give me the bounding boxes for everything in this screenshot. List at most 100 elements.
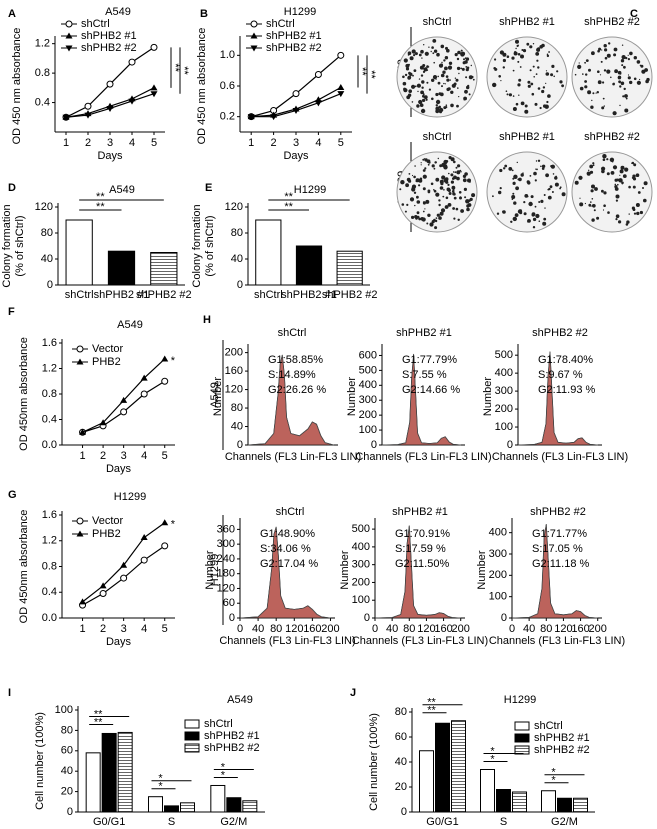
colony [545, 173, 549, 178]
colony [423, 67, 428, 72]
colony [534, 205, 537, 208]
colony [422, 64, 426, 67]
colony [541, 167, 545, 170]
colony [526, 42, 530, 46]
colony [468, 75, 473, 80]
colony [411, 174, 414, 177]
marker [106, 105, 114, 112]
colony [531, 213, 535, 217]
colony [579, 197, 581, 199]
colony [512, 177, 515, 180]
colony [425, 98, 428, 101]
x-tick-label: 1 [79, 623, 85, 635]
bar [451, 720, 466, 813]
y-tick-label: 120 [225, 201, 243, 213]
legend-swatch [184, 719, 200, 729]
x-tick-label: 2 [100, 623, 106, 635]
colony [408, 63, 410, 66]
colony [423, 158, 425, 160]
colony [622, 174, 627, 179]
x-tick-label: 5 [151, 137, 157, 149]
marker [106, 80, 114, 88]
annotation: * [490, 745, 495, 757]
y-axis-label: Number [212, 377, 224, 416]
colony [529, 175, 532, 177]
x-tick-label: shPHB2 #1 [281, 289, 337, 301]
chart-title: shCtrl [278, 327, 307, 339]
colony [590, 189, 594, 193]
x-axis-label: Days [106, 636, 132, 648]
legend-label: shCtrl [81, 18, 110, 30]
colony [450, 173, 454, 177]
colony [418, 99, 423, 105]
legend-marker [250, 20, 258, 28]
colony [502, 58, 506, 63]
y-axis-label: (% of shCtrl) [204, 215, 216, 276]
y-tick-label: 20 [61, 786, 73, 798]
colony [460, 67, 463, 70]
colony [422, 93, 425, 96]
colony [506, 55, 510, 58]
annotation: G2:11.93 % [538, 384, 595, 396]
chart-title: A549 [105, 6, 131, 18]
colony [499, 168, 503, 173]
colony [624, 167, 629, 172]
colony [453, 196, 457, 200]
colony [639, 78, 641, 81]
annotation: G1:70.91% [395, 528, 450, 540]
legend-marker [65, 20, 73, 28]
bar [573, 797, 588, 813]
colony [416, 200, 421, 204]
colony [534, 102, 538, 106]
series-line [65, 87, 155, 118]
annotation: ** [284, 191, 293, 203]
colony [444, 205, 449, 209]
colony [592, 92, 595, 95]
y-tick-label: 100 [55, 704, 73, 716]
colony [508, 167, 512, 170]
colony [608, 42, 611, 45]
y-tick-label: 300 [359, 394, 377, 406]
annotation: G1:48.90% [260, 528, 315, 540]
y-tick-label: 400 [352, 541, 370, 553]
colony [555, 175, 557, 178]
colony [408, 179, 412, 183]
y-tick-label: 20 [395, 781, 407, 793]
annotation: ** [365, 70, 377, 79]
x-tick-label: 0 [372, 623, 378, 635]
legend-label: Vector [92, 343, 124, 355]
x-tick-label: shPHB2 #2 [136, 289, 192, 301]
colony [642, 187, 644, 189]
colony [454, 171, 457, 174]
colony [632, 185, 636, 189]
colony [512, 107, 517, 111]
legend-marker [65, 45, 73, 52]
y-axis-label: Cell number (100%) [368, 713, 380, 811]
y-axis-label: OD 450 nm absorbance [11, 28, 23, 145]
colony [457, 87, 459, 89]
colony [456, 104, 459, 108]
colony [627, 76, 631, 80]
colony [437, 75, 440, 78]
bar [255, 219, 282, 286]
colony [524, 194, 529, 198]
colony [420, 49, 424, 54]
colony [435, 217, 438, 220]
colony [438, 203, 441, 207]
colony [439, 92, 444, 97]
colony [584, 61, 586, 64]
y-tick-label: 500 [495, 349, 513, 361]
marker [140, 390, 148, 398]
marker [292, 90, 300, 98]
marker [270, 114, 278, 121]
colony [615, 199, 619, 202]
colony [503, 54, 505, 57]
annotation: ** [94, 708, 103, 720]
colony [413, 51, 416, 54]
colony [544, 207, 546, 209]
x-tick-label: 5 [162, 623, 168, 635]
colony [621, 44, 624, 46]
colony [408, 89, 413, 93]
y-tick-label: 0.4 [35, 96, 50, 108]
colony [456, 170, 461, 175]
